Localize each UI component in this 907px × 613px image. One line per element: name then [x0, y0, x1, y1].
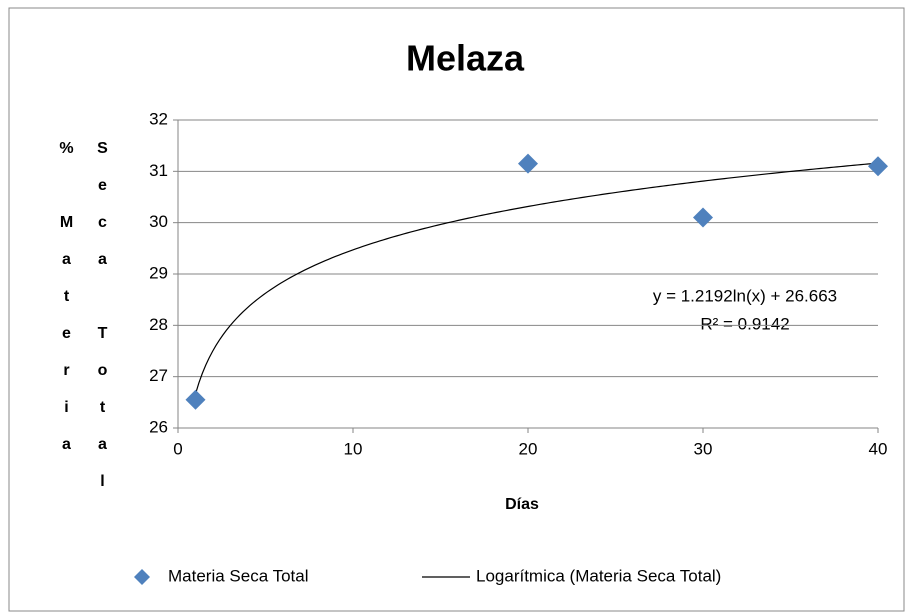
point: [693, 207, 713, 228]
trendline-equation: y = 1.2192ln(x) + 26.663: [653, 286, 837, 305]
legend-label: Materia Seca Total: [168, 566, 308, 585]
legend-marker: [134, 569, 150, 585]
x-tick-label: 40: [869, 439, 888, 458]
trendline-r2: R² = 0.9142: [700, 314, 789, 333]
x-tick-label: 10: [344, 439, 363, 458]
x-tick-label: 30: [694, 439, 713, 458]
chart-frame: [8, 7, 905, 612]
point: [185, 389, 206, 410]
legend-label: Logarítmica (Materia Seca Total): [476, 566, 721, 585]
y-tick-label: 30: [149, 212, 168, 231]
y-axis-title: % Materia Seca Total: [58, 140, 111, 510]
y-tick-label: 28: [149, 315, 168, 334]
point: [518, 153, 538, 174]
x-tick-label: 20: [519, 439, 538, 458]
y-tick-label: 31: [149, 161, 168, 180]
y-tick-label: 29: [149, 263, 168, 282]
x-axis-title: Días: [505, 496, 539, 513]
y-tick-label: 27: [149, 366, 168, 385]
x-tick-label: 0: [173, 439, 182, 458]
y-tick-label: 26: [149, 417, 168, 436]
chart-title: Melaza: [406, 38, 525, 79]
point: [868, 156, 888, 177]
y-tick-label: 32: [149, 109, 168, 128]
trendline: [194, 162, 879, 395]
